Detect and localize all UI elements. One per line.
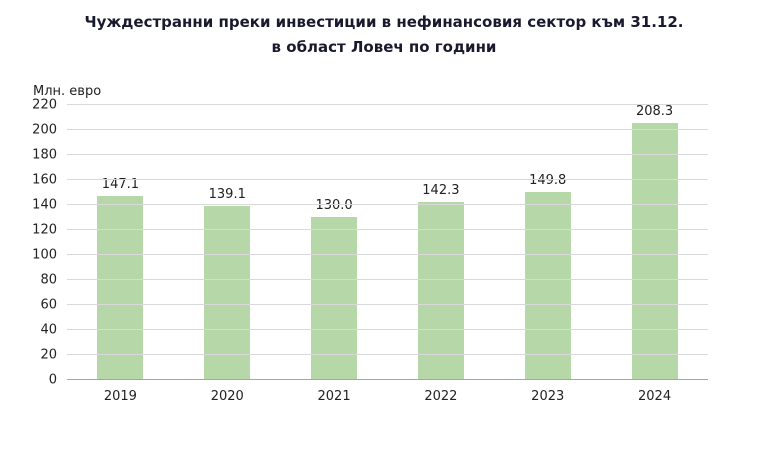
x-tick-label: 2021: [317, 388, 351, 404]
y-tick-label: 40: [40, 322, 57, 337]
value-label: 147.1: [101, 176, 140, 192]
gridline: [67, 228, 708, 230]
x-axis-line: [67, 378, 708, 380]
plot-area: 147.1 139.1 130.0 142.3 149.8 208.3: [67, 103, 708, 380]
gridline: [67, 303, 708, 305]
bar-slot: 139.1: [174, 105, 281, 380]
value-label: 139.1: [208, 186, 246, 202]
bar-slot: 142.3: [387, 105, 494, 380]
value-label: 142.3: [422, 182, 460, 198]
bar: [97, 195, 144, 380]
bar-slot: 147.1: [67, 105, 174, 380]
y-tick-label: 100: [32, 247, 57, 262]
bar: [311, 217, 358, 380]
y-axis: 0 20 40 60 80 100 120 140 160 180 200 220: [32, 98, 67, 386]
bar-chart: 0 20 40 60 80 100 120 140 160 180 200 220 147.1 139.…: [32, 98, 708, 386]
gridline: [67, 253, 708, 255]
gridline: [67, 328, 708, 330]
bar: [417, 201, 464, 380]
y-axis-label: Млн. евро: [33, 83, 102, 99]
bar: [524, 192, 571, 380]
y-tick-label: 200: [32, 122, 57, 137]
x-tick-label: 2024: [638, 388, 672, 404]
gridline: [67, 353, 708, 355]
bar-slot: 130.0: [281, 105, 388, 380]
bar-slot: 208.3: [601, 105, 708, 380]
gridline: [67, 128, 708, 130]
y-tick-label: 120: [32, 222, 57, 237]
gridline: [67, 103, 708, 105]
gridline: [67, 178, 708, 180]
y-tick-label: 60: [40, 297, 57, 312]
gridline: [67, 153, 708, 155]
bar: [631, 122, 678, 380]
bars-layer: 147.1 139.1 130.0 142.3 149.8 208.3: [67, 105, 708, 380]
chart-title: Чуждестранни преки инвестиции в нефинанс…: [0, 0, 768, 60]
y-tick-label: 80: [40, 272, 57, 287]
chart-title-line1: Чуждестранни преки инвестиции в нефинанс…: [84, 13, 684, 31]
chart-title-line2: в област Ловеч по години: [271, 37, 497, 56]
y-tick-label: 220: [32, 97, 57, 112]
x-tick-label: 2020: [210, 388, 244, 404]
value-label: 149.8: [529, 173, 567, 189]
y-tick-label: 0: [48, 372, 57, 387]
gridline: [67, 278, 708, 280]
bar-slot: 149.8: [494, 105, 601, 380]
x-tick-label: 2022: [424, 388, 458, 404]
x-axis: 2019 2020 2021 2022 2023 2024: [67, 389, 708, 404]
value-label: 130.0: [315, 198, 353, 213]
gridline: [67, 203, 708, 205]
y-tick-label: 160: [32, 172, 57, 187]
value-label: 208.3: [635, 103, 674, 119]
y-tick-label: 20: [40, 347, 57, 362]
x-tick-label: 2023: [531, 388, 565, 404]
bar: [204, 205, 251, 380]
x-tick-label: 2019: [103, 388, 137, 404]
y-tick-label: 180: [32, 147, 57, 162]
y-tick-label: 140: [32, 197, 57, 212]
